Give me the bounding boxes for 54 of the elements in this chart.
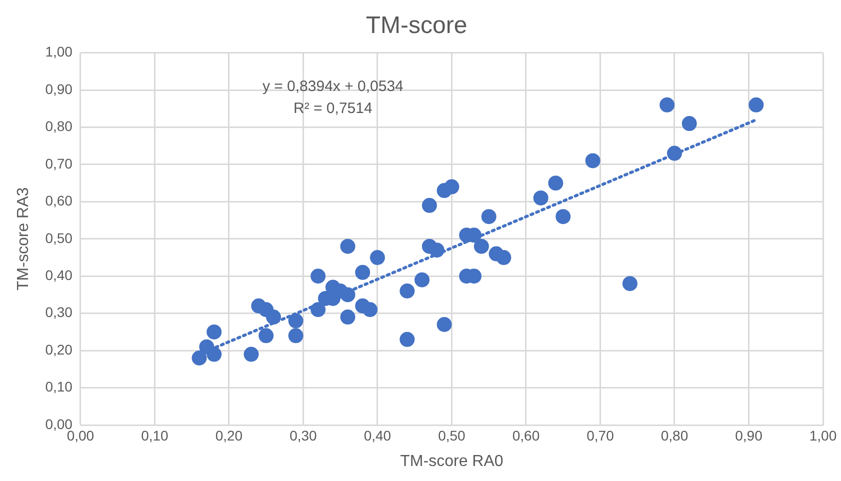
x-tick-label: 0,10 [141,427,169,444]
y-tick-label: 0,60 [45,192,73,209]
point [533,190,548,206]
point [340,310,356,325]
point [370,250,385,266]
point [414,272,430,288]
x-tick-label: 0,30 [290,427,318,444]
point [444,179,460,194]
x-tick-label: 1,00 [809,427,837,444]
point [548,176,564,191]
y-tick-label: 0,20 [45,341,73,358]
point [682,116,697,132]
x-tick-label: 0,40 [364,427,392,444]
annotation: R² = 0,7514 [294,100,372,117]
x-tick-label: 0,60 [512,427,540,444]
point [496,250,512,266]
point [481,209,496,224]
y-tick-label: 1,00 [45,44,73,60]
y-tick-label: 0,50 [45,230,73,246]
y-tick-label: 0,80 [45,118,73,134]
y-tick-label: 0,40 [45,266,73,283]
x-tick-label: 0,20 [215,427,243,444]
x-tick-label: 0,90 [735,427,763,444]
y-axis-title: TM-score RA3 [15,187,32,290]
x-axis-title: TM-score RA0 [400,452,504,470]
point [400,332,415,347]
point [622,276,638,292]
y-tick-label: 0,00 [45,416,73,432]
point [258,328,274,344]
y-tick-label: 0,30 [45,304,73,320]
chart-title: TM-score [366,12,468,40]
point [340,238,356,254]
point [288,313,304,328]
point [556,209,571,224]
x-tick-label: 0,80 [660,427,688,444]
x-tick-label: 0,70 [586,427,614,444]
x-tick-label: 0,50 [438,427,466,444]
point [422,198,437,213]
y-tick-label: 0,90 [45,80,73,97]
point [474,238,489,254]
point [244,346,259,362]
point [310,268,326,284]
point [355,264,370,280]
point [660,97,675,112]
point [748,97,764,112]
point [362,302,378,318]
point [400,284,415,299]
point [585,153,600,168]
y-tick-label: 0,70 [45,155,73,172]
point [436,317,452,332]
y-tick-label: 0,10 [45,378,73,395]
annotation: y = 0,8394x + 0,0534 [262,78,404,95]
point [288,328,304,344]
point [206,324,222,340]
